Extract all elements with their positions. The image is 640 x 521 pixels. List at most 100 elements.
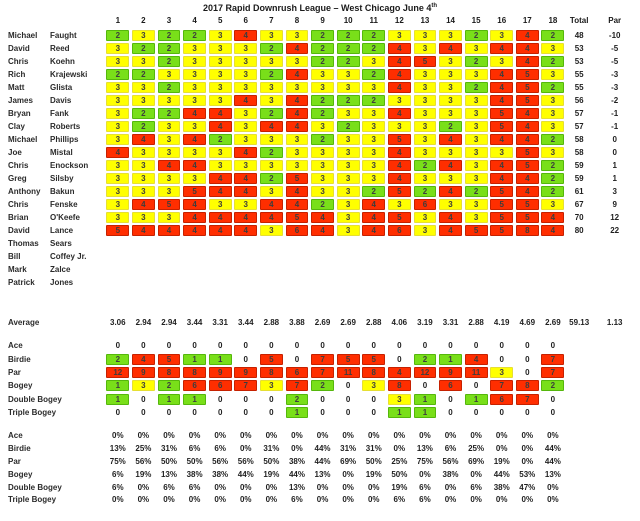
score-cell: 4	[234, 212, 258, 223]
par-cell: -2	[611, 96, 619, 105]
score-cell: 5	[490, 186, 514, 197]
percentage-cell: 25%	[135, 443, 152, 453]
player-row: Michael Faught 2 3 2 2 3 4 3 3 2 2 2 3 3 3 2 3 4 2 48 -10	[0, 29, 640, 42]
percentage-cell: 13%	[314, 469, 331, 479]
score-cell: 4	[362, 212, 386, 223]
sheet-title-superscript: th	[431, 3, 438, 9]
score-cell: 2	[106, 69, 130, 80]
total-cell: 48	[574, 31, 584, 40]
par-cell: -1	[611, 109, 619, 118]
score-cell: 4	[234, 186, 258, 197]
percentage-cell: 19%	[263, 469, 280, 479]
score-cell: 2	[131, 108, 155, 119]
player-first-name: Matt	[8, 83, 25, 92]
score-cell: 2	[311, 199, 334, 210]
percentage-cell: 0%	[239, 495, 252, 505]
count-cell: 0	[217, 341, 223, 351]
player-last-name: Lance	[50, 226, 74, 235]
player-first-name: Bill	[8, 252, 21, 261]
average-cell: 4.69	[519, 318, 536, 327]
count-cell: 1	[413, 393, 437, 405]
score-cell: 3	[234, 82, 258, 93]
percentage-cell: 44%	[544, 443, 561, 453]
par-cell: 3	[612, 187, 617, 196]
count-cell: 8	[259, 366, 283, 378]
score-cell: 2	[157, 30, 181, 41]
percentage-cell: 69%	[468, 456, 485, 466]
percentage-row-label: Ace	[8, 430, 23, 440]
percentage-cell: 0%	[342, 469, 354, 479]
count-cell: 0	[473, 341, 479, 351]
score-cell: 2	[131, 69, 155, 80]
score-cell: 4	[490, 43, 514, 54]
score-cell: 3	[259, 56, 283, 67]
percentage-row: Double Bogey 6% 0% 6% 6% 0% 0% 0% 13% 0% 0% 0% 19% 6%…	[0, 481, 640, 494]
percentage-cell: 0%	[291, 443, 303, 453]
count-cell: 1	[157, 393, 181, 405]
average-cell: 4.19	[493, 318, 510, 327]
count-cell: 0	[217, 394, 223, 404]
percentage-cell: 31%	[263, 443, 280, 453]
par-cell: -3	[611, 83, 619, 92]
percentage-cell: 0%	[112, 495, 124, 505]
count-row-label: Double Bogey	[8, 394, 62, 404]
total-cell: 67	[574, 200, 584, 209]
percentage-cell: 0%	[214, 495, 226, 505]
score-cell: 3	[208, 82, 232, 93]
score-cell: 2	[131, 121, 155, 132]
score-cell: 2	[157, 82, 181, 93]
score-cell: 2	[311, 108, 334, 119]
percentage-cell: 0%	[112, 430, 124, 440]
score-cell: 5	[515, 160, 539, 171]
score-cell: 4	[515, 134, 539, 145]
score-cell: 5	[183, 186, 206, 197]
score-cell: 3	[387, 121, 411, 132]
player-last-name: Coffey Jr.	[50, 252, 87, 261]
score-cell: 2	[413, 186, 437, 197]
score-cell: 3	[336, 186, 360, 197]
score-cell: 2	[362, 95, 386, 106]
count-cell: 12	[413, 366, 437, 378]
score-cell: 2	[259, 173, 283, 184]
percentage-cell: 44%	[493, 469, 510, 479]
percentage-cell: 0%	[265, 495, 278, 505]
score-cell: 3	[234, 121, 258, 132]
score-cell: 3	[490, 30, 514, 41]
count-cell: 0	[448, 394, 453, 404]
average-row-section: Average 3.06 2.94 2.94 3.44 3.31 3.44 2.88 3.88 2…	[0, 316, 640, 329]
percentage-cell: 0%	[316, 495, 329, 505]
par-cell: -5	[611, 44, 619, 53]
score-cell: 2	[106, 30, 130, 41]
average-cell: 2.88	[263, 318, 280, 327]
score-cell: 3	[106, 82, 130, 93]
score-cell: 3	[208, 30, 232, 41]
score-cell: 4	[515, 186, 539, 197]
count-row: Par 12 9 8 8 9 9 8 6 7 11 8 4 12 9 11 3 0 7	[0, 366, 640, 379]
hole-header-12: 12	[394, 16, 404, 25]
percentage-cell: 0%	[137, 482, 150, 492]
player-first-name: Michael	[8, 31, 38, 40]
count-cell: 1	[106, 393, 130, 405]
player-first-name: Clay	[8, 122, 25, 131]
score-cell: 5	[387, 186, 411, 197]
score-cell: 2	[157, 43, 181, 54]
count-row-label: Bogey	[8, 381, 33, 391]
score-cell: 3	[311, 160, 334, 171]
count-cell: 8	[362, 366, 386, 378]
average-cell: 3.31	[442, 318, 459, 327]
score-cell: 4	[285, 95, 309, 106]
player-last-name: Glista	[50, 83, 73, 92]
score-cell: 6	[387, 225, 411, 236]
score-cell: 3	[106, 160, 130, 171]
score-cell: 2	[311, 56, 334, 67]
hole-header-row: 1 2 3 4 5 6 7 8 9 10 11 12 13 14 15 16 17 18 Total Par	[0, 14, 640, 27]
score-cell: 4	[183, 225, 206, 236]
percentage-cell: 0%	[444, 495, 457, 505]
player-row: Chris Enockson 3 3 4 4 3 3 3 3 3 3 3 4 2 4 3 4 5 2 59 1	[0, 159, 640, 172]
count-cell: 0	[371, 341, 376, 351]
hole-header-4: 4	[192, 16, 197, 25]
score-cell: 2	[311, 43, 334, 54]
score-cell: 5	[490, 212, 514, 223]
total-cell: 59	[574, 174, 584, 183]
score-cell: 3	[285, 30, 309, 41]
